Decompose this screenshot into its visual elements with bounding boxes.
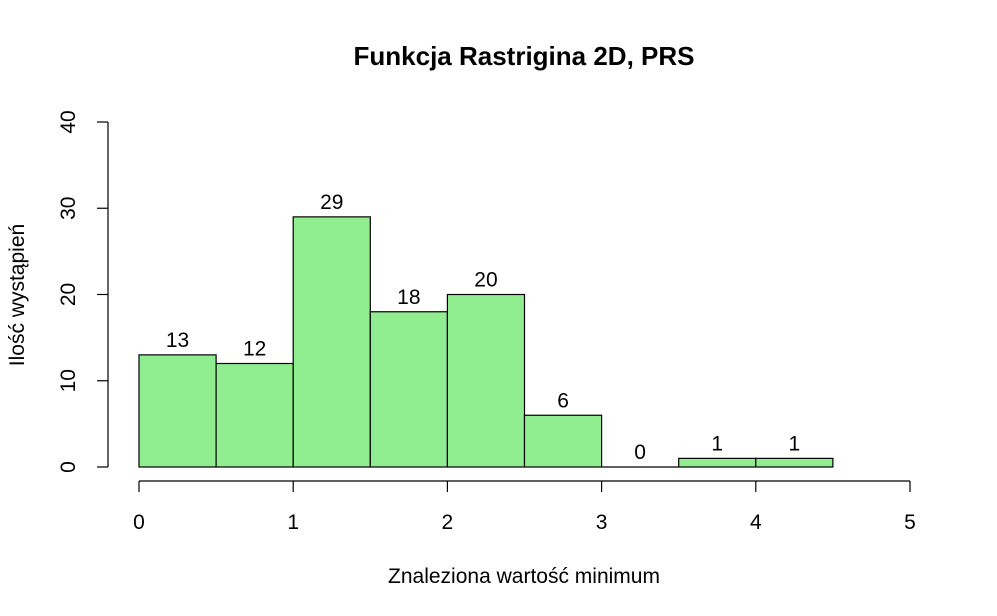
bar-data-label: 0	[634, 441, 646, 464]
x-tick-label: 4	[750, 511, 762, 534]
y-tick-label: 30	[57, 197, 80, 220]
data-labels-group: 13 12 29 18 20 6 0 1 1	[166, 191, 800, 464]
histogram-bar	[138, 354, 217, 468]
x-tick-label: 2	[442, 511, 454, 534]
y-axis-label: Ilość wystąpień	[6, 224, 29, 366]
y-axis: 0 10 20 30 40	[57, 110, 109, 473]
x-tick-label: 3	[596, 511, 608, 534]
bar-data-label: 20	[474, 269, 497, 292]
bar-data-label: 1	[711, 432, 723, 455]
x-tick-label: 5	[904, 511, 916, 534]
histogram-bar	[678, 457, 757, 468]
bar-data-label: 12	[243, 338, 266, 361]
histogram-bar	[292, 216, 371, 468]
x-tick-label: 0	[133, 511, 145, 534]
bar-data-label: 1	[789, 432, 801, 455]
x-axis: 0 1 2 3 4 5	[133, 480, 916, 534]
histogram-bar	[369, 311, 448, 468]
bars-group	[138, 216, 834, 468]
chart-title: Funkcja Rastrigina 2D, PRS	[354, 41, 695, 71]
x-tick-label: 1	[287, 511, 299, 534]
y-tick-label: 20	[57, 283, 80, 306]
y-tick-label: 0	[57, 461, 80, 473]
histogram-bar	[446, 293, 526, 468]
bar-data-label: 29	[320, 191, 343, 214]
y-tick-label: 40	[57, 110, 80, 133]
histogram-bar	[215, 362, 294, 468]
bar-data-label: 13	[166, 329, 189, 352]
histogram-bar	[755, 457, 834, 468]
bar-data-label: 6	[557, 389, 569, 412]
bar-data-label: 18	[397, 286, 420, 309]
x-axis-label: Znaleziona wartość minimum	[388, 565, 660, 588]
histogram-bar	[523, 414, 603, 468]
y-tick-label: 10	[57, 369, 80, 392]
